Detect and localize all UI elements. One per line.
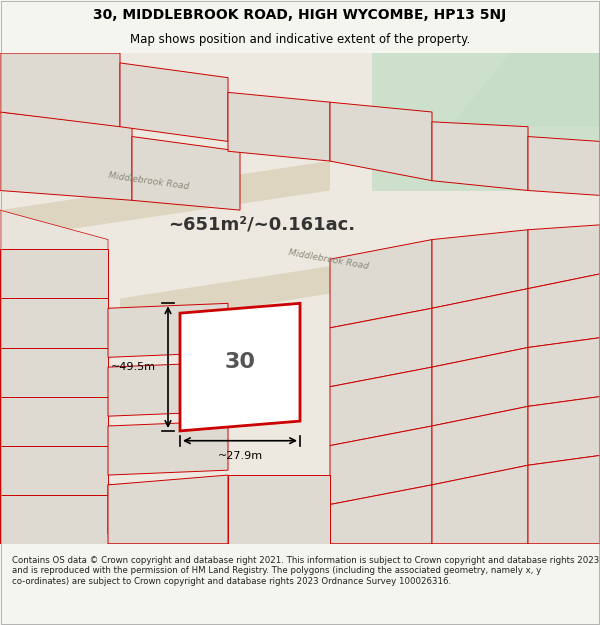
Text: 30: 30 bbox=[224, 352, 256, 372]
Polygon shape bbox=[432, 289, 528, 367]
Polygon shape bbox=[432, 406, 528, 485]
Polygon shape bbox=[528, 456, 600, 544]
Polygon shape bbox=[228, 475, 330, 544]
Polygon shape bbox=[432, 348, 528, 426]
Polygon shape bbox=[0, 495, 108, 544]
Polygon shape bbox=[330, 102, 432, 181]
Polygon shape bbox=[528, 338, 600, 406]
Text: 30, MIDDLEBROOK ROAD, HIGH WYCOMBE, HP13 5NJ: 30, MIDDLEBROOK ROAD, HIGH WYCOMBE, HP13… bbox=[94, 8, 506, 22]
Polygon shape bbox=[528, 136, 600, 196]
Polygon shape bbox=[330, 308, 432, 387]
Polygon shape bbox=[0, 446, 108, 495]
Polygon shape bbox=[528, 397, 600, 465]
Polygon shape bbox=[180, 303, 300, 431]
Polygon shape bbox=[432, 122, 528, 191]
Polygon shape bbox=[372, 53, 600, 191]
Polygon shape bbox=[330, 485, 432, 544]
Polygon shape bbox=[0, 397, 108, 446]
Polygon shape bbox=[450, 53, 600, 127]
Polygon shape bbox=[108, 480, 228, 534]
Polygon shape bbox=[108, 421, 228, 475]
Polygon shape bbox=[132, 136, 240, 210]
Polygon shape bbox=[0, 298, 108, 348]
Polygon shape bbox=[0, 161, 330, 239]
Polygon shape bbox=[0, 348, 108, 397]
Text: ~49.5m: ~49.5m bbox=[111, 362, 156, 372]
Polygon shape bbox=[528, 225, 600, 289]
Polygon shape bbox=[0, 53, 120, 127]
Text: Contains OS data © Crown copyright and database right 2021. This information is : Contains OS data © Crown copyright and d… bbox=[12, 556, 599, 586]
Polygon shape bbox=[108, 362, 228, 416]
Polygon shape bbox=[432, 230, 528, 308]
Polygon shape bbox=[330, 426, 432, 504]
Polygon shape bbox=[108, 475, 228, 544]
Polygon shape bbox=[120, 63, 228, 141]
Polygon shape bbox=[0, 210, 108, 544]
Text: ~27.9m: ~27.9m bbox=[217, 451, 263, 461]
Text: ~651m²/~0.161ac.: ~651m²/~0.161ac. bbox=[168, 216, 355, 234]
Polygon shape bbox=[432, 465, 528, 544]
Polygon shape bbox=[528, 274, 600, 348]
Polygon shape bbox=[330, 367, 432, 446]
Polygon shape bbox=[330, 239, 432, 328]
Text: Middlebrook Road: Middlebrook Road bbox=[108, 171, 190, 191]
Polygon shape bbox=[120, 225, 600, 328]
Text: Middlebrook Road: Middlebrook Road bbox=[288, 248, 370, 271]
Polygon shape bbox=[0, 249, 108, 298]
Polygon shape bbox=[0, 112, 132, 200]
Polygon shape bbox=[228, 92, 330, 161]
Polygon shape bbox=[108, 303, 228, 358]
Text: Map shows position and indicative extent of the property.: Map shows position and indicative extent… bbox=[130, 33, 470, 46]
